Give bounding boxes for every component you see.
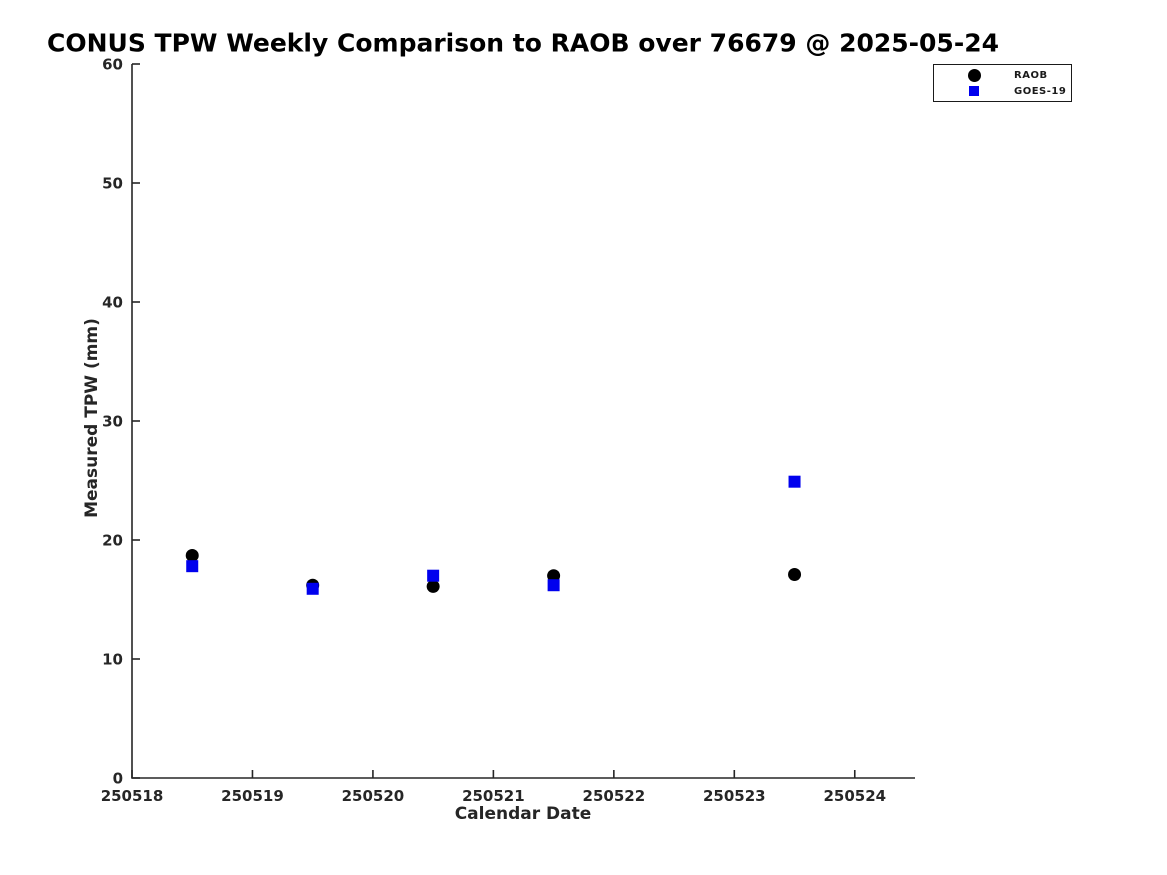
x-tick-label: 250519 (221, 787, 284, 805)
y-tick-label: 50 (102, 175, 123, 193)
axis-lines (131, 64, 915, 779)
raob-point (185, 548, 199, 562)
x-axis-label: Calendar Date (454, 804, 592, 824)
y-axis-label: Measured TPW (mm) (82, 318, 102, 518)
legend: RAOB GOES-19 (933, 64, 1072, 102)
goes-19-point (186, 560, 199, 573)
raob-point (426, 579, 440, 593)
legend-item-raob: RAOB (934, 68, 1071, 83)
x-tick-label: 250522 (583, 787, 646, 805)
x-tick-label: 250523 (703, 787, 766, 805)
legend-item-goes19: GOES-19 (934, 84, 1071, 99)
x-tick-label: 250524 (823, 787, 886, 805)
y-tick-label: 60 (102, 56, 123, 74)
legend-label-raob: RAOB (1014, 69, 1048, 81)
y-tick-label: 0 (113, 770, 123, 788)
x-tick-label: 250521 (462, 787, 525, 805)
raob-circle-marker-icon (967, 68, 981, 82)
x-tick-label: 250520 (342, 787, 405, 805)
goes-19-point (788, 475, 801, 488)
legend-marker-cell (934, 86, 1014, 96)
legend-marker-cell (934, 68, 1014, 82)
chart-title: CONUS TPW Weekly Comparison to RAOB over… (47, 28, 999, 58)
raob-point (547, 569, 561, 583)
y-tick-label: 20 (102, 532, 123, 550)
y-tick-label: 30 (102, 413, 123, 431)
x-tick-label: 250518 (101, 787, 164, 805)
raob-point (788, 568, 802, 582)
y-tick-label: 40 (102, 294, 123, 312)
goes-19-point (306, 582, 319, 595)
goes-19-point (427, 569, 440, 582)
y-tick-label: 10 (102, 651, 123, 669)
legend-label-goes19: GOES-19 (1014, 85, 1067, 97)
goes-19-point (547, 579, 560, 592)
goes19-square-marker-icon (969, 86, 979, 96)
